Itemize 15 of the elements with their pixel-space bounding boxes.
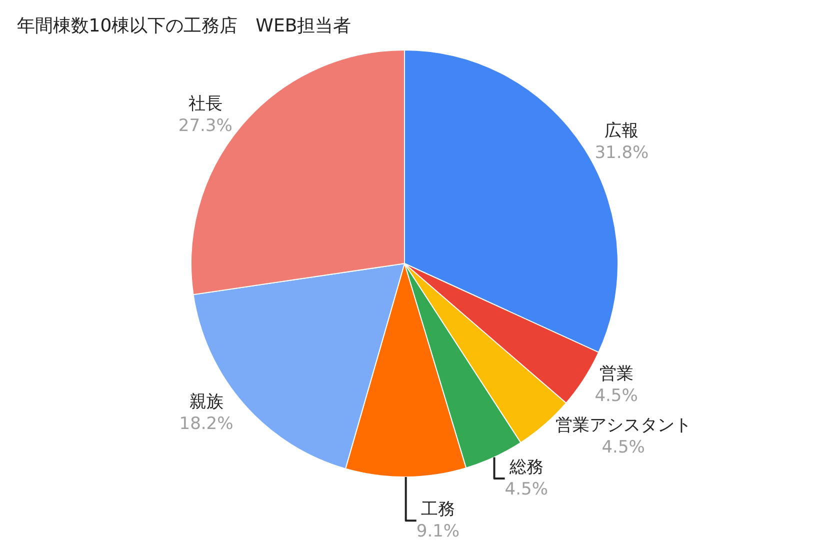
slice-label: 工務 xyxy=(420,500,455,520)
data-label: 31.8% xyxy=(594,143,649,164)
slice-label: 広報 xyxy=(604,120,639,141)
slice-label: 総務 xyxy=(508,457,544,478)
data-label: 4.5% xyxy=(594,386,638,406)
slice-label: 社長 xyxy=(188,94,222,114)
data-label: 18.2% xyxy=(179,414,234,434)
slice-label: 営業 xyxy=(599,364,634,384)
data-label: 4.5% xyxy=(504,480,548,500)
chart-title: 年間棟数10棟以下の工務店 WEB担当者 xyxy=(16,16,352,37)
data-label: 27.3% xyxy=(178,116,232,136)
data-label: 9.1% xyxy=(416,522,460,542)
data-label: 4.5% xyxy=(602,437,645,458)
slice-label: 営業アシスタント xyxy=(555,415,692,436)
slice-label: 親族 xyxy=(189,392,224,412)
